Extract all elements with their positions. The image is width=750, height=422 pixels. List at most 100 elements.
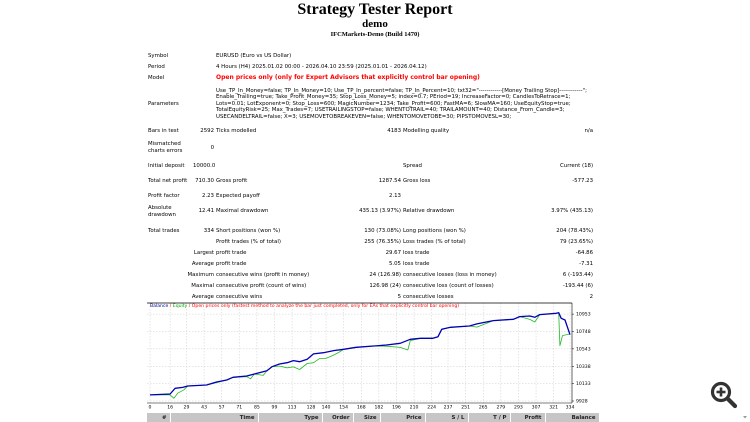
col-tp[interactable]: T / P	[468, 413, 511, 422]
value: 2	[589, 294, 594, 301]
label: loss trade	[403, 261, 430, 268]
col-type[interactable]: Type	[258, 413, 323, 422]
symbol-value: EURUSD (Euro vs US Dollar)	[216, 53, 292, 60]
row-maximal: Maximal consecutive profit (count of wins…	[147, 281, 594, 292]
col-order[interactable]: Order	[322, 413, 354, 422]
label: Model	[148, 75, 165, 82]
value: -577.23	[572, 177, 594, 184]
col-profit[interactable]: Profit	[510, 413, 546, 422]
label: Modelling quality	[403, 127, 450, 134]
label: profit trade	[216, 250, 247, 257]
value: 1287.54	[378, 177, 401, 184]
report-title: Strategy Tester Report	[297, 1, 453, 18]
label: Spread	[403, 163, 422, 170]
value: -7.31	[579, 261, 594, 268]
x-tick-label: 224	[427, 405, 436, 411]
label: Average	[191, 294, 214, 301]
label: Gross loss	[403, 177, 431, 184]
y-tick-label: 10543	[576, 346, 591, 352]
value: -193.44 (6)	[562, 283, 594, 290]
trades-table-header: # Time Type Order Size Price S / L T / P…	[147, 413, 600, 422]
value: 0	[210, 144, 214, 151]
label: Average	[191, 261, 214, 268]
x-tick-label: 196	[392, 405, 401, 411]
value: 204 (78.43%)	[556, 227, 594, 234]
label: Maximal	[191, 283, 214, 290]
row-largest: Largest profit trade 29.67 loss trade -64.86	[147, 248, 594, 259]
x-tick-label: 128	[307, 405, 316, 411]
col-number[interactable]: #	[147, 413, 171, 422]
value: 6 (-193.44)	[562, 272, 594, 279]
x-tick-label: 0	[149, 405, 152, 411]
balance-equity-chart: 0 16 29 43 57 71 85 99 113 128 140 154 168 182 196 210 2…	[147, 302, 591, 411]
row-bars: Bars in test 2592 Ticks modelled 4183 Modell…	[147, 124, 594, 138]
period-value: 4 Hours (H4) 2025.01.02 00:00 - 2026.04.…	[216, 64, 427, 71]
x-tick-label: 140	[322, 405, 331, 411]
row-average: Average profit trade 5.05 loss trade -7.31	[147, 259, 594, 270]
label: Bars in test	[148, 127, 179, 134]
x-tick-label: 168	[357, 405, 366, 411]
value: Current (18)	[560, 163, 594, 170]
label: consecutive profit (count of wins)	[216, 283, 307, 290]
y-tick-label: 10133	[576, 381, 591, 387]
label: Profit trades (% of total)	[216, 239, 281, 246]
x-tick-label: 237	[444, 405, 453, 411]
legend-separator: /	[187, 304, 192, 309]
value: 710.30	[195, 177, 214, 184]
x-tick-label: 307	[532, 405, 541, 411]
col-balance[interactable]: Balance	[545, 413, 600, 422]
label: Mismatched charts errors	[148, 141, 183, 154]
label: profit trade	[216, 261, 247, 268]
label: Largest	[193, 250, 214, 257]
x-tick-label: 251	[461, 405, 470, 411]
x-tick-label: 99	[272, 405, 278, 411]
value: 4183	[387, 127, 401, 134]
y-tick-label: 10953	[576, 312, 591, 318]
label: Short positions (won %)	[216, 227, 281, 234]
label: Maximal drawdown	[216, 208, 269, 215]
report-summary-table: Symbol EURUSD (Euro vs US Dollar) Period 4…	[147, 51, 594, 303]
label: Symbol	[148, 53, 169, 60]
value: -64.86	[575, 250, 594, 257]
legend-separator: /	[168, 304, 173, 309]
label: consecutive loss (count of losses)	[403, 283, 494, 290]
value: 5.05	[388, 261, 401, 268]
col-price[interactable]: Price	[380, 413, 426, 422]
x-tick-label: 321	[549, 405, 558, 411]
row-mismatch: Mismatched charts errors 0	[147, 138, 594, 158]
scroll-down-icon[interactable]	[742, 414, 748, 420]
server-build: IFCMarkets-Demo (Build 1470)	[330, 31, 420, 38]
x-tick-label: 210	[410, 405, 419, 411]
x-tick-label: 334	[566, 405, 575, 411]
value: n/a	[584, 127, 594, 134]
x-tick-label: 71	[236, 405, 242, 411]
value: 435.13 (3.97%)	[359, 208, 401, 215]
row-average-consecutive: Average consecutive wins 5 consecutive loss…	[147, 292, 594, 303]
label: consecutive losses (loss in money)	[403, 272, 497, 279]
col-time[interactable]: Time	[170, 413, 259, 422]
col-sl[interactable]: S / L	[425, 413, 469, 422]
label: Long positions (won %)	[403, 227, 466, 234]
label: Profit factor	[148, 193, 180, 200]
row-net-profit: Total net profit 710.30 Gross profit 1287.5…	[147, 172, 594, 190]
label: consecutive losses	[403, 294, 454, 301]
x-tick-label: 43	[201, 405, 207, 411]
value: 79 (23.65%)	[559, 239, 594, 246]
legend-equity: Equity	[172, 304, 188, 309]
x-tick-label: 113	[288, 405, 297, 411]
parameters-value: Use_TP_In_Money=false; TP_In_Money=10; U…	[216, 87, 587, 120]
balance-line	[149, 312, 571, 396]
value: 10000.00	[193, 163, 215, 170]
row-total-trades: Total trades 334 Short positions (won %) 13…	[147, 225, 594, 237]
label: Relative drawdown	[403, 208, 455, 215]
value: 24 (126.98)	[369, 272, 401, 279]
x-tick-label: 57	[219, 405, 225, 411]
value: 126.98 (24)	[369, 283, 401, 290]
row-profit-trades: Profit trades (% of total) 255 (76.35%) Lo…	[147, 237, 594, 248]
value: 2592	[200, 127, 214, 134]
row-period: Period 4 Hours (H4) 2025.01.02 00:00 - 20…	[147, 62, 594, 73]
zoom-in-icon[interactable]	[709, 380, 739, 410]
legend-model: Open prices only (fastest method to anal…	[191, 304, 460, 309]
label: Ticks modelled	[216, 127, 257, 134]
col-size[interactable]: Size	[353, 413, 381, 422]
